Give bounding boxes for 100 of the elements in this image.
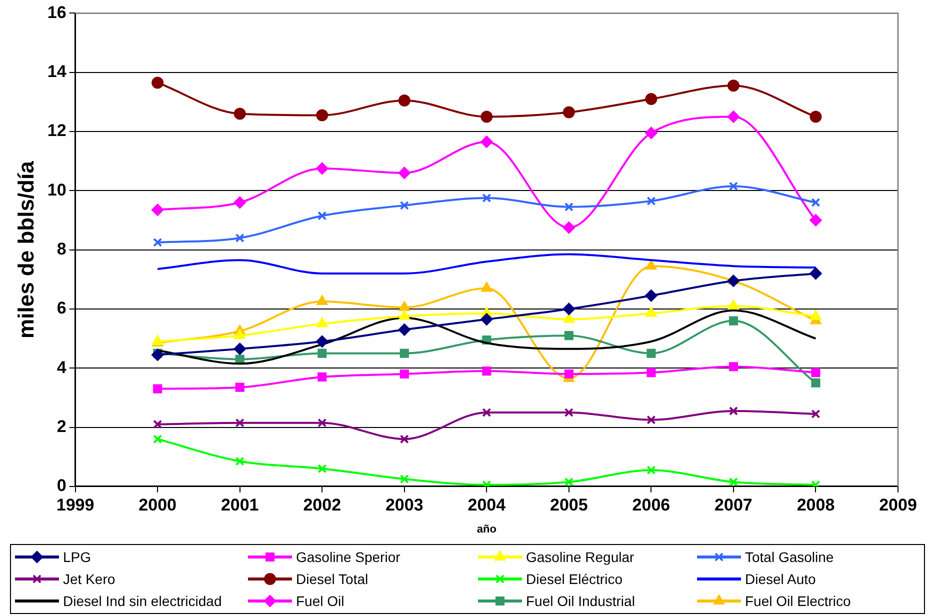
point [234,196,246,208]
point [646,196,656,206]
y-tick-label: 4 [56,358,67,377]
x-tick-label: 2005 [550,495,588,514]
point [400,348,409,358]
point [564,313,574,323]
legend-label: Fuel Oil [296,593,344,609]
point [562,302,575,315]
point [400,369,409,379]
legend-label: Diesel Total [296,571,368,587]
point [399,301,410,311]
y-tick-label: 2 [56,416,66,436]
point [316,318,328,328]
x-tick-label: 2008 [796,495,835,514]
point [480,313,493,326]
point [235,382,244,392]
point [318,464,327,474]
point [564,331,574,340]
point [482,366,492,376]
point [316,109,328,122]
y-tick-label: 8 [56,239,66,258]
y-axis-title: miles de bbls/día [13,160,38,338]
legend-label: Gasoline Sperior [296,549,400,565]
point [152,76,164,89]
x-tick-label: 1999 [56,495,94,514]
point [398,166,410,179]
point [318,372,327,382]
point [480,110,493,123]
point [810,110,822,123]
point [234,108,246,120]
legend-label: Diesel Ind sin electricidad [63,593,222,609]
x-tick-label: 2003 [385,495,424,514]
x-tick-label: 2002 [303,495,342,514]
y-tick-label: 6 [56,298,66,318]
point [728,182,738,191]
point [235,354,244,364]
point [400,200,409,210]
point [398,94,410,106]
point [811,378,820,388]
point [482,408,492,417]
point [811,368,820,378]
legend-label: Diesel Eléctrico [526,571,622,587]
point [481,282,492,292]
point [235,233,244,243]
x-tick-label: 2006 [632,495,670,514]
point [728,406,738,416]
point [810,267,822,280]
y-tick-label: 0 [56,476,66,496]
point [400,434,409,444]
legend-label: LPG [63,549,92,565]
point [316,162,328,174]
point [234,330,246,340]
point [153,384,162,394]
point [811,198,820,208]
legend-label: Fuel Oil Industrial [526,593,635,609]
point [318,348,327,358]
point [645,126,658,139]
point [153,238,162,247]
point [564,369,574,379]
legend-label: Fuel Oil Electrico [745,593,851,609]
point [235,418,244,428]
point [564,408,574,417]
point [562,222,575,234]
x-tick-label: 2009 [879,495,917,514]
point [810,214,822,226]
legend-label: Total Gasoline [745,549,834,565]
point [810,310,822,320]
point [646,348,656,358]
legend-label: Diesel Auto [745,571,816,587]
point [562,106,575,118]
point [728,477,738,486]
point [646,368,656,378]
x-tick-label: 2000 [138,495,176,514]
point [400,474,409,484]
point [646,415,656,424]
point [728,316,738,326]
point [645,290,658,302]
y-tick-label: 10 [47,180,66,200]
point [316,296,328,306]
y-tick-label: 16 [47,2,66,22]
x-tick-label: 2001 [220,495,259,514]
point [564,477,574,486]
point [646,307,657,317]
point [646,466,656,475]
point [318,418,327,428]
point [318,211,327,220]
point [646,260,657,270]
x-tick-label: 2004 [468,495,506,514]
y-tick-label: 12 [47,121,66,140]
point [399,310,410,320]
point [398,324,410,336]
x-axis-title: año [476,523,497,536]
legend-label: Jet Kero [63,571,116,587]
y-tick-label: 14 [47,62,67,82]
point [564,202,574,212]
x-tick-label: 2007 [714,495,752,514]
point [728,300,739,310]
point [152,348,164,361]
point [235,456,244,466]
point [152,204,164,216]
